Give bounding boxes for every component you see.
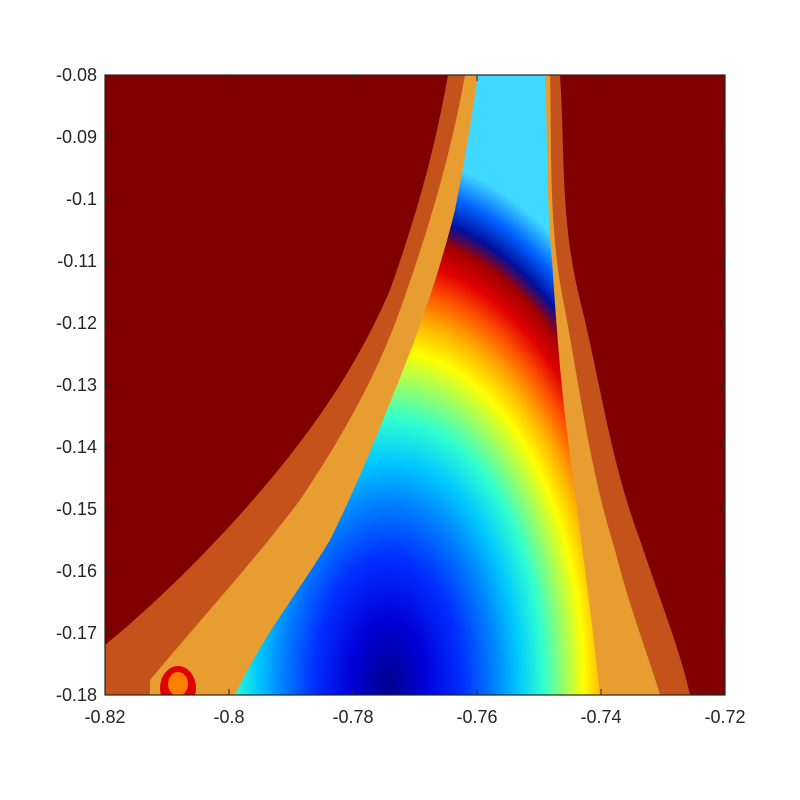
y-tick-label: -0.14 [56,437,97,457]
x-tick-label: -0.82 [84,707,125,727]
y-tick-label: -0.16 [56,561,97,581]
y-tick-label: -0.17 [56,623,97,643]
y-tick-label: -0.08 [56,65,97,85]
y-tick-label: -0.11 [57,251,97,271]
y-tick-label: -0.1 [66,189,97,209]
x-axis: -0.82 -0.8 -0.78 -0.76 -0.74 -0.72 [84,75,746,727]
x-tick-label: -0.78 [332,707,373,727]
x-tick-label: -0.74 [580,707,621,727]
fractal-core [235,75,600,695]
y-tick-label: -0.09 [56,127,97,147]
y-tick-label: -0.13 [56,375,97,395]
fractal-image [105,75,690,695]
x-tick-label: -0.76 [456,707,497,727]
x-tick-label: -0.72 [704,707,745,727]
y-tick-label: -0.18 [56,685,97,705]
y-tick-label: -0.15 [56,499,97,519]
x-tick-label: -0.8 [213,707,244,727]
y-axis: -0.08 -0.09 -0.1 -0.11 -0.12 -0.13 -0.14 -0.15 -… [56,65,725,705]
mini-bulb-inner [168,672,188,695]
y-tick-label: -0.12 [56,313,97,333]
